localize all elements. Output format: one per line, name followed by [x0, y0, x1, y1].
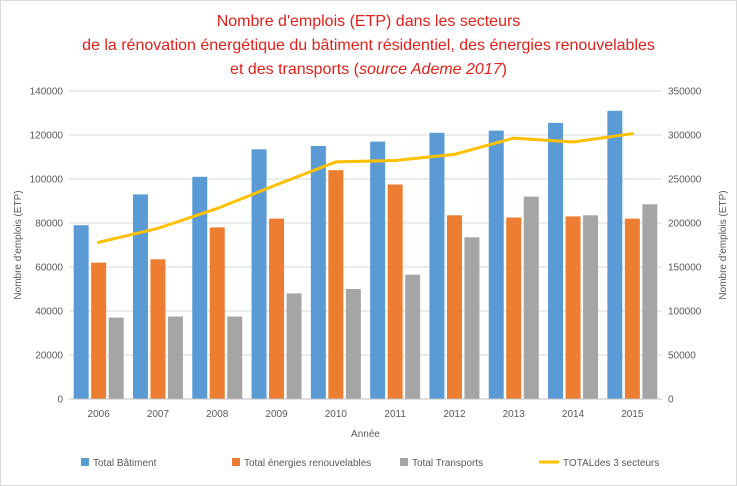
bar-total-transports-2006 — [108, 317, 124, 399]
total-point-2008 — [215, 206, 219, 210]
bar-total-transports-2015 — [642, 204, 658, 399]
bar-total-b-timent-2008 — [192, 176, 208, 399]
legend-label-3: TOTALdes 3 secteurs — [563, 458, 659, 469]
x-tick-label-2011: 2011 — [384, 409, 406, 420]
x-tick-label-2015: 2015 — [621, 409, 644, 420]
bar-total-b-timent-2011 — [370, 141, 386, 399]
bar-total-transports-2012 — [464, 237, 480, 399]
bar-total-nergies-renouvelables-2013 — [506, 217, 522, 399]
y-left-tick-label: 80000 — [35, 219, 63, 230]
total-point-2012 — [452, 152, 456, 156]
legend-swatch-1 — [232, 458, 240, 466]
title-line-3-text: et des transports ( — [230, 61, 359, 78]
bar-total-transports-2007 — [167, 316, 183, 399]
title-close: ) — [501, 61, 507, 78]
y-left-tick-label: 140000 — [30, 87, 64, 98]
y-right-tick-label: 0 — [668, 395, 674, 406]
bar-total-nergies-renouvelables-2006 — [91, 262, 107, 399]
bar-total-b-timent-2009 — [251, 149, 267, 399]
bar-total-b-timent-2007 — [132, 194, 148, 399]
y-right-axis-title: Nombre d'emplois (ETP) — [718, 190, 729, 299]
bar-total-nergies-renouvelables-2012 — [446, 215, 462, 399]
y-right-tick-label: 200000 — [668, 219, 702, 230]
y-right-tick-label: 100000 — [668, 307, 702, 318]
total-point-2011 — [393, 159, 397, 163]
bar-total-b-timent-2015 — [607, 110, 623, 400]
legend-label-2: Total Transports — [412, 458, 483, 469]
total-point-2009 — [275, 183, 279, 187]
bar-total-transports-2013 — [523, 196, 539, 399]
bars-group — [73, 110, 658, 400]
x-tick-label-2013: 2013 — [503, 409, 526, 420]
x-tick-label-2012: 2012 — [443, 409, 466, 420]
axes-group: 0 20000 40000 60000 80000 100000 120000 140000 0… — [13, 87, 729, 441]
y-left-tick-label: 20000 — [35, 351, 63, 362]
y-right-tick-label: 150000 — [668, 263, 702, 274]
bar-total-b-timent-2010 — [310, 146, 326, 399]
bar-total-nergies-renouvelables-2007 — [150, 259, 166, 399]
total-line-group — [97, 132, 634, 244]
bar-total-b-timent-2014 — [548, 122, 564, 400]
total-point-2015 — [630, 132, 634, 136]
y-right-tick-label: 300000 — [668, 131, 702, 142]
bar-total-transports-2009 — [286, 293, 302, 399]
title-source: source Ademe 2017 — [359, 61, 502, 78]
y-left-tick-label: 120000 — [30, 131, 64, 142]
bar-total-transports-2011 — [405, 274, 421, 399]
gridlines — [69, 90, 662, 400]
y-right-tick-label: 350000 — [668, 87, 702, 98]
x-tick-label-2007: 2007 — [147, 409, 170, 420]
total-point-2006 — [97, 240, 101, 244]
legend-swatch-0 — [81, 458, 89, 466]
total-point-2013 — [512, 136, 516, 140]
legend-swatch-2 — [400, 458, 408, 466]
bar-total-nergies-renouvelables-2009 — [269, 218, 285, 399]
y-left-axis-title: Nombre d'emplois (ETP) — [13, 190, 24, 299]
y-left-tick-label: 0 — [57, 395, 63, 406]
bar-total-nergies-renouvelables-2015 — [624, 218, 640, 399]
legend: Total Bâtiment Total énergies renouvelabl… — [81, 458, 659, 469]
x-tick-label-2006: 2006 — [88, 409, 111, 420]
total-point-2010 — [334, 160, 338, 164]
bar-total-b-timent-2013 — [488, 130, 504, 399]
x-tick-label-2014: 2014 — [562, 409, 585, 420]
title-line-3: et des transports (source Ademe 2017) — [0, 58, 737, 82]
total-line — [97, 132, 634, 244]
bar-total-nergies-renouvelables-2011 — [387, 184, 403, 399]
legend-label-1: Total énergies renouvelables — [244, 458, 371, 469]
title-line-2: de la rénovation énergétique du bâtiment… — [82, 37, 655, 54]
x-axis-title: Année — [351, 429, 380, 440]
bar-total-b-timent-2006 — [73, 225, 89, 399]
chart-title: Nombre d'emplois (ETP) dans les secteurs… — [0, 10, 737, 82]
y-right-tick-label: 50000 — [668, 351, 696, 362]
x-tick-label-2009: 2009 — [265, 409, 288, 420]
total-point-2014 — [571, 140, 575, 144]
x-tick-label-2010: 2010 — [325, 409, 348, 420]
total-point-2007 — [156, 226, 160, 230]
bar-total-b-timent-2012 — [429, 132, 445, 400]
bar-total-nergies-renouvelables-2010 — [328, 170, 344, 399]
bar-total-transports-2014 — [583, 215, 599, 399]
bar-total-transports-2010 — [345, 289, 361, 399]
y-left-tick-label: 100000 — [30, 175, 64, 186]
title-line-1: Nombre d'emplois (ETP) dans les secteurs — [216, 13, 521, 30]
y-left-tick-label: 40000 — [35, 307, 63, 318]
y-left-tick-label: 60000 — [35, 263, 63, 274]
y-right-tick-label: 250000 — [668, 175, 702, 186]
bar-total-transports-2008 — [227, 316, 243, 399]
bar-total-nergies-renouvelables-2008 — [209, 227, 225, 399]
bar-total-nergies-renouvelables-2014 — [565, 216, 581, 399]
legend-label-0: Total Bâtiment — [93, 458, 157, 469]
x-tick-label-2008: 2008 — [206, 409, 229, 420]
